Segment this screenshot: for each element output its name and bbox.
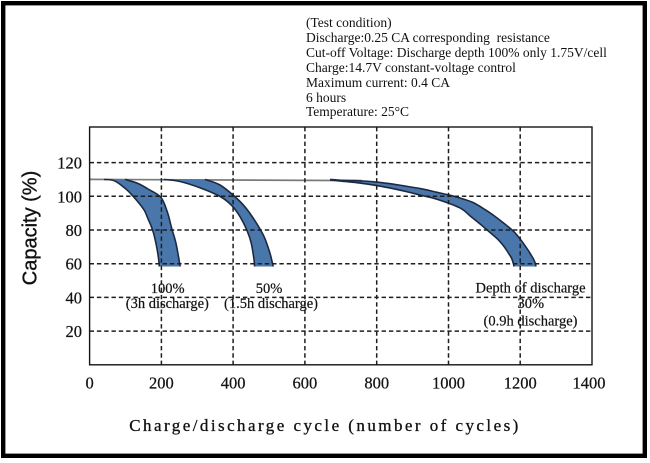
svg-text:Capacity (%): Capacity (%)	[20, 171, 42, 285]
svg-text:100: 100	[57, 187, 82, 206]
svg-text:50%: 50%	[256, 281, 283, 297]
svg-text:1000: 1000	[432, 374, 465, 393]
svg-text:30%: 30%	[518, 296, 545, 312]
svg-text:Depth of discharge: Depth of discharge	[475, 281, 585, 297]
svg-text:(3h discharge): (3h discharge)	[126, 296, 209, 312]
svg-text:120: 120	[57, 154, 82, 173]
svg-text:20: 20	[66, 322, 83, 341]
svg-text:80: 80	[66, 221, 83, 240]
svg-text:1400: 1400	[573, 374, 606, 393]
svg-text:1200: 1200	[504, 374, 537, 393]
svg-text:(0.9h discharge): (0.9h discharge)	[484, 314, 578, 330]
svg-text:0: 0	[85, 374, 93, 393]
svg-text:200: 200	[149, 374, 174, 393]
svg-text:800: 800	[364, 374, 389, 393]
svg-text:(1.5h discharge): (1.5h discharge)	[224, 296, 318, 312]
svg-text:600: 600	[293, 374, 318, 393]
svg-text:400: 400	[221, 374, 246, 393]
svg-text:40: 40	[66, 288, 83, 307]
svg-text:100%: 100%	[151, 281, 185, 297]
svg-text:60: 60	[66, 255, 83, 274]
svg-text:Charge/discharge cycle (number: Charge/discharge cycle (number of cycles…	[129, 416, 521, 435]
